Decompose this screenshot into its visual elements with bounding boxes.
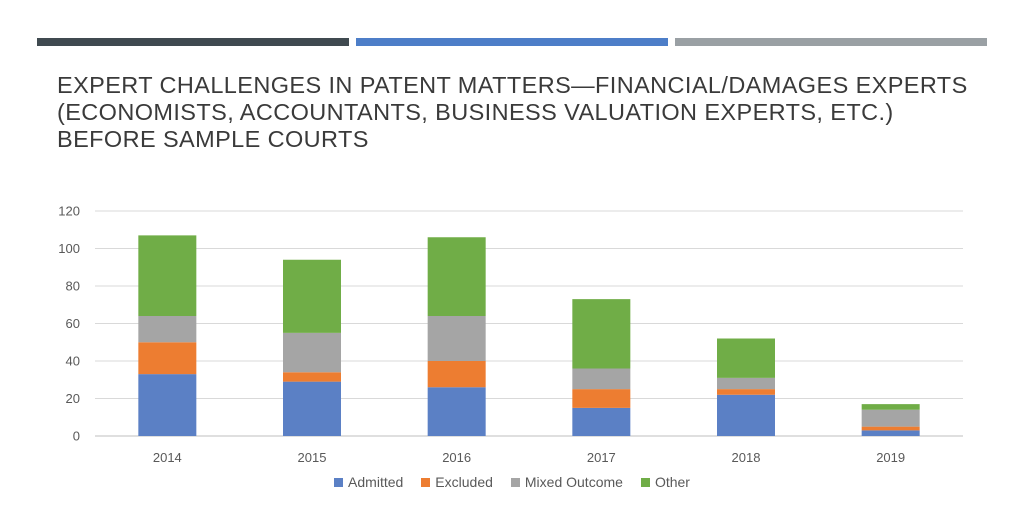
accent-bar-gray xyxy=(675,38,987,46)
y-tick-label: 100 xyxy=(58,241,80,256)
bar-mixed-outcome-2014 xyxy=(138,316,197,343)
x-tick-label: 2017 xyxy=(587,450,616,465)
legend-item-excluded: Excluded xyxy=(421,474,493,490)
y-tick-label: 20 xyxy=(66,391,80,406)
bar-other-2014 xyxy=(138,235,197,316)
title-line-3: BEFORE SAMPLE COURTS xyxy=(57,126,369,152)
legend-swatch xyxy=(640,477,650,487)
bar-admitted-2017 xyxy=(572,407,631,436)
y-tick-label: 80 xyxy=(66,279,80,294)
legend-swatch xyxy=(510,477,520,487)
accent-bar-blue xyxy=(356,38,668,46)
y-tick-label: 40 xyxy=(66,354,80,369)
accent-bar-dark xyxy=(37,38,349,46)
bar-admitted-2014 xyxy=(138,374,197,436)
x-tick-label: 2014 xyxy=(153,450,182,465)
bar-excluded-2016 xyxy=(427,361,486,388)
x-tick-label: 2019 xyxy=(876,450,905,465)
y-tick-label: 0 xyxy=(73,429,80,444)
legend-label: Mixed Outcome xyxy=(524,474,623,490)
x-tick-label: 2015 xyxy=(298,450,327,465)
legend-swatch xyxy=(334,477,344,487)
x-tick-label: 2018 xyxy=(732,450,761,465)
bar-other-2015 xyxy=(283,259,341,333)
bar-other-2019 xyxy=(861,404,920,410)
title-line-1: EXPERT CHALLENGES IN PATENT MATTERS—FINA… xyxy=(57,72,968,98)
bar-mixed-outcome-2019 xyxy=(861,409,920,427)
legend-label: Other xyxy=(654,474,690,490)
bar-mixed-outcome-2017 xyxy=(572,368,631,390)
bar-excluded-2014 xyxy=(138,342,197,375)
bar-admitted-2018 xyxy=(717,394,775,436)
bar-other-2017 xyxy=(572,299,631,369)
legend-item-mixed-outcome: Mixed Outcome xyxy=(510,474,623,490)
bar-other-2016 xyxy=(427,237,486,316)
legend-item-admitted: Admitted xyxy=(334,474,403,490)
legend-label: Excluded xyxy=(435,474,493,490)
bar-mixed-outcome-2016 xyxy=(427,316,486,361)
bar-excluded-2015 xyxy=(283,372,341,382)
bar-other-2018 xyxy=(717,338,775,378)
bar-mixed-outcome-2018 xyxy=(717,377,775,390)
bar-excluded-2019 xyxy=(861,426,920,431)
x-tick-label: 2016 xyxy=(442,450,471,465)
bar-excluded-2017 xyxy=(572,389,631,408)
legend-label: Admitted xyxy=(348,474,404,490)
legend-swatch xyxy=(421,477,431,487)
legend-item-other: Other xyxy=(640,474,690,490)
y-tick-label: 120 xyxy=(58,204,80,219)
title-line-2: (ECONOMISTS, ACCOUNTANTS, BUSINESS VALUA… xyxy=(57,99,894,125)
chart-title: EXPERT CHALLENGES IN PATENT MATTERS—FINA… xyxy=(57,72,997,153)
bar-admitted-2016 xyxy=(427,387,486,436)
bar-mixed-outcome-2015 xyxy=(283,332,341,373)
bar-admitted-2015 xyxy=(283,381,341,436)
bar-admitted-2019 xyxy=(861,430,920,436)
y-tick-label: 60 xyxy=(66,316,80,331)
bar-excluded-2018 xyxy=(717,389,775,395)
chart-legend: Admitted Excluded Mixed Outcome Other xyxy=(0,470,1024,494)
